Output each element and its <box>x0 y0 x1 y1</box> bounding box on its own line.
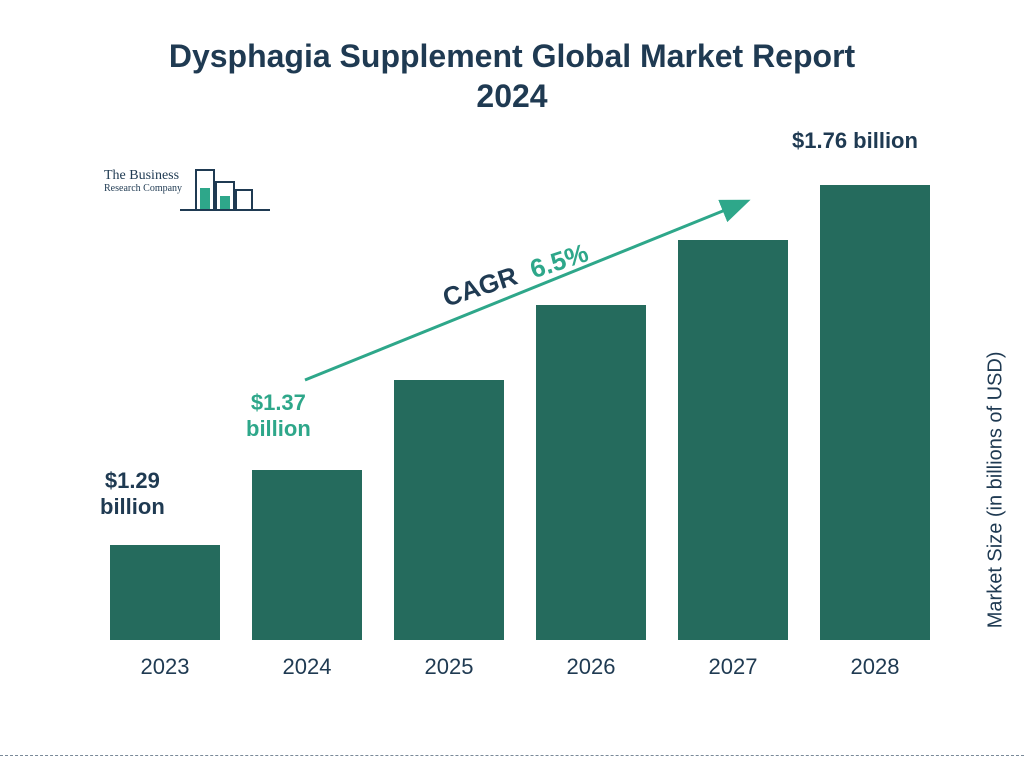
x-axis-label: 2025 <box>394 644 504 680</box>
cagr-annotation: CAGR 6.5% <box>300 190 760 390</box>
x-axis-label: 2024 <box>252 644 362 680</box>
cagr-arrow-icon <box>300 190 760 390</box>
title-line1: Dysphagia Supplement Global Market Repor… <box>169 38 855 74</box>
x-axis-label: 2023 <box>110 644 220 680</box>
value-label: $1.76 billion <box>792 128 918 154</box>
title-line2: 2024 <box>476 78 547 114</box>
bar-wrap <box>110 545 220 640</box>
bar <box>394 380 504 640</box>
x-axis-label: 2028 <box>820 644 930 680</box>
chart-title: Dysphagia Supplement Global Market Repor… <box>0 36 1024 116</box>
bar-wrap <box>394 380 504 640</box>
value-label: $1.29billion <box>100 468 165 521</box>
x-axis: 2023 2024 2025 2026 2027 2028 <box>110 644 930 680</box>
footer-divider <box>0 755 1024 756</box>
x-axis-label: 2026 <box>536 644 646 680</box>
bar <box>110 545 220 640</box>
value-label: $1.37billion <box>246 390 311 443</box>
bar <box>252 470 362 640</box>
x-axis-label: 2027 <box>678 644 788 680</box>
bar-wrap <box>820 185 930 640</box>
y-axis-label: Market Size (in billions of USD) <box>985 352 1008 629</box>
bar-wrap <box>252 470 362 640</box>
bar <box>820 185 930 640</box>
